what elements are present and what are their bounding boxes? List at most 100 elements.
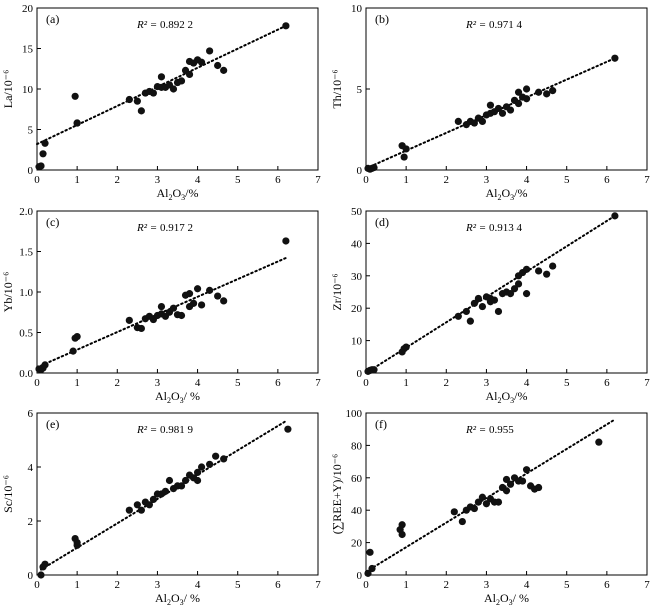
y-axis-title: Yb/10⁻⁶ bbox=[1, 272, 15, 313]
x-tick-label: 7 bbox=[644, 174, 650, 186]
data-point bbox=[364, 569, 372, 577]
y-tick-label: 5 bbox=[357, 84, 363, 96]
data-point bbox=[157, 302, 166, 311]
x-axis-title-part: 2 bbox=[167, 598, 171, 607]
data-point bbox=[133, 501, 141, 509]
plot-frame bbox=[36, 412, 319, 576]
data-point bbox=[368, 564, 376, 573]
data-point bbox=[478, 302, 487, 311]
x-tick-label: 4 bbox=[195, 377, 201, 389]
x-tick-label: 4 bbox=[524, 377, 530, 389]
x-tick-label: 5 bbox=[235, 174, 241, 186]
data-point bbox=[73, 332, 81, 341]
data-point bbox=[169, 304, 178, 312]
x-tick-label: 5 bbox=[564, 377, 570, 389]
data-point bbox=[125, 316, 133, 324]
data-point bbox=[611, 212, 619, 220]
data-point bbox=[522, 85, 531, 93]
data-point bbox=[37, 162, 45, 170]
x-axis-title-part: / % bbox=[513, 591, 529, 605]
y-tick-label: 30 bbox=[351, 271, 363, 283]
x-tick-label: 1 bbox=[74, 174, 80, 186]
x-tick-label: 5 bbox=[564, 174, 570, 186]
x-axis-title-part: Al bbox=[485, 389, 498, 403]
x-axis-title-part: 3 bbox=[180, 598, 184, 607]
data-point bbox=[145, 501, 153, 509]
x-axis-title: Al2O3/ % bbox=[155, 591, 200, 607]
data-point bbox=[454, 312, 462, 320]
x-tick-label: 7 bbox=[315, 174, 321, 186]
data-point bbox=[514, 280, 523, 288]
y-tick-label: 0 bbox=[357, 368, 363, 380]
x-axis-title-part: Al bbox=[485, 186, 498, 200]
y-tick-label: 0 bbox=[357, 570, 363, 582]
data-point bbox=[366, 548, 374, 556]
r2-annotation: R² = 0.917 2 bbox=[136, 222, 193, 234]
y-tick-label: 20 bbox=[22, 3, 34, 15]
panel-label: (b) bbox=[375, 12, 389, 26]
y-tick-label: 0.5 bbox=[19, 328, 33, 340]
data-point bbox=[478, 493, 487, 501]
x-axis-title-part: O bbox=[171, 591, 180, 605]
x-tick-label: 2 bbox=[115, 174, 121, 186]
data-point bbox=[41, 361, 49, 369]
x-axis-title-part: 3 bbox=[180, 396, 184, 405]
data-point bbox=[494, 498, 503, 506]
x-axis-title-part: Al bbox=[155, 389, 168, 403]
y-tick-label: 0 bbox=[28, 570, 34, 582]
panel-label: (d) bbox=[375, 215, 389, 229]
x-tick-label: 7 bbox=[644, 377, 650, 389]
x-tick-label: 7 bbox=[315, 377, 321, 389]
y-tick-label: 20 bbox=[351, 538, 363, 550]
data-point bbox=[41, 139, 49, 147]
x-tick-label: 1 bbox=[403, 174, 409, 186]
r2-value: 0.913 4 bbox=[489, 222, 523, 234]
data-point bbox=[514, 99, 523, 108]
x-tick-label: 6 bbox=[604, 174, 610, 186]
y-axis-title: Zr/10⁻⁶ bbox=[330, 273, 344, 310]
x-axis-title-part: O bbox=[500, 591, 509, 605]
x-tick-label: 2 bbox=[115, 579, 121, 591]
y-tick-label: 20 bbox=[351, 303, 363, 315]
data-point bbox=[157, 73, 166, 81]
data-point bbox=[462, 307, 470, 316]
data-point bbox=[502, 487, 511, 495]
x-tick-label: 3 bbox=[484, 377, 490, 389]
x-tick-label: 3 bbox=[155, 174, 161, 186]
r2-symbol: R² = bbox=[136, 222, 160, 234]
data-point bbox=[73, 539, 81, 547]
x-tick-label: 6 bbox=[604, 579, 610, 591]
r2-annotation: R² = 0.981 9 bbox=[136, 424, 193, 436]
data-point bbox=[510, 285, 519, 293]
x-axis-title: Al2O3/% bbox=[485, 389, 527, 405]
data-point bbox=[185, 290, 194, 298]
x-tick-label: 0 bbox=[34, 579, 40, 591]
y-tick-label: 0.0 bbox=[19, 368, 33, 380]
r2-annotation: R² = 0.955 bbox=[465, 424, 514, 436]
x-tick-label: 6 bbox=[604, 377, 610, 389]
x-axis-title-part: 3 bbox=[509, 598, 513, 607]
panel-label: (c) bbox=[46, 215, 59, 229]
data-point bbox=[470, 299, 478, 307]
x-axis-title-part: 2 bbox=[497, 396, 501, 405]
y-tick-label: 0 bbox=[357, 165, 363, 177]
data-point bbox=[486, 101, 495, 109]
data-point bbox=[193, 285, 202, 293]
x-axis-title-part: 2 bbox=[497, 193, 501, 202]
data-point bbox=[193, 468, 202, 476]
data-point bbox=[206, 286, 214, 294]
y-tick-label: 6 bbox=[28, 408, 34, 420]
y-tick-label: 50 bbox=[351, 206, 363, 218]
data-point bbox=[522, 290, 531, 298]
data-point bbox=[543, 90, 551, 98]
x-axis-title-part: Al bbox=[484, 591, 497, 605]
data-point bbox=[370, 366, 378, 374]
y-tick-label: 40 bbox=[351, 505, 363, 517]
x-tick-label: 7 bbox=[644, 579, 650, 591]
x-tick-label: 2 bbox=[115, 377, 121, 389]
data-point bbox=[181, 476, 190, 485]
r2-annotation: R² = 0.892 2 bbox=[136, 19, 193, 31]
r2-symbol: R² = bbox=[136, 424, 160, 436]
plot-frame bbox=[36, 7, 319, 171]
data-point bbox=[490, 296, 499, 304]
